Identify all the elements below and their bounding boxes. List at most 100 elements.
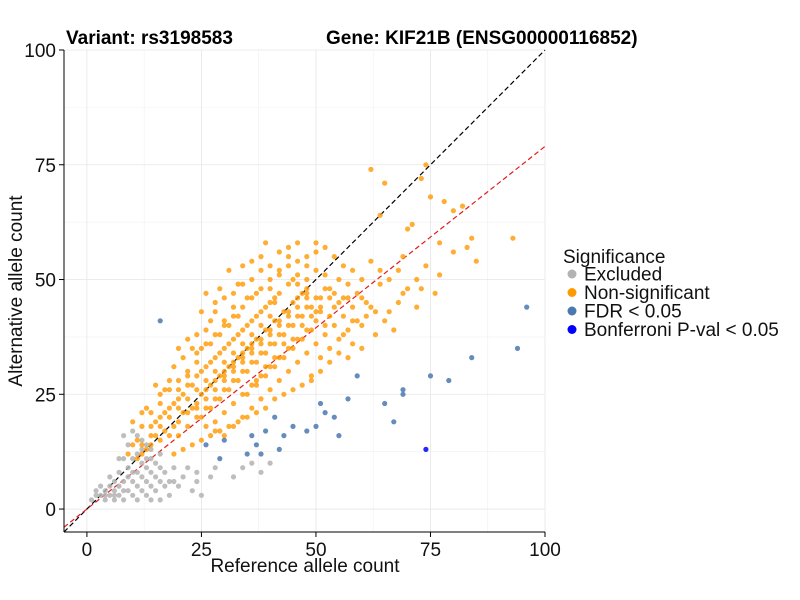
data-point	[313, 423, 319, 429]
data-point	[111, 478, 117, 485]
data-point	[405, 286, 411, 292]
data-point	[139, 474, 145, 480]
data-point	[166, 377, 172, 384]
data-point	[194, 373, 200, 379]
data-point	[139, 423, 145, 429]
data-point	[98, 492, 104, 498]
data-point	[258, 341, 264, 347]
data-point	[107, 492, 113, 498]
data-point	[244, 368, 250, 374]
data-point	[340, 263, 346, 269]
data-point	[313, 318, 319, 324]
data-point	[249, 341, 255, 347]
data-point	[317, 355, 324, 361]
data-point	[290, 345, 296, 351]
data-point	[130, 428, 136, 434]
data-point	[249, 460, 255, 466]
data-point	[336, 433, 342, 439]
data-point	[185, 465, 191, 471]
data-point	[276, 446, 282, 452]
data-point	[180, 446, 186, 452]
data-point	[400, 254, 406, 260]
data-point	[350, 267, 356, 273]
data-point	[345, 281, 351, 287]
data-point	[253, 442, 259, 448]
data-point	[244, 414, 250, 420]
data-point	[226, 364, 232, 370]
data-point	[194, 359, 200, 365]
data-point	[267, 364, 273, 370]
data-point	[134, 437, 140, 443]
data-point	[267, 276, 273, 283]
data-point	[221, 318, 227, 324]
data-point	[368, 304, 374, 310]
chart-title-gene: Gene: KIF21B (ENSG00000116852)	[326, 28, 638, 49]
data-point	[198, 391, 204, 397]
data-point	[272, 355, 278, 361]
data-point	[331, 414, 337, 420]
data-point	[317, 400, 324, 407]
data-point	[299, 382, 305, 388]
data-point	[258, 322, 264, 328]
y-tick-label: 0	[45, 500, 56, 521]
data-point	[258, 396, 264, 402]
data-point	[437, 272, 443, 278]
data-point	[423, 446, 429, 452]
data-point	[240, 368, 246, 374]
data-point	[313, 341, 319, 347]
data-point	[391, 419, 397, 425]
data-point	[208, 318, 214, 324]
data-point	[226, 387, 232, 393]
data-point	[249, 332, 255, 338]
data-point	[107, 474, 113, 480]
data-point	[185, 396, 191, 402]
axes	[63, 50, 545, 533]
data-point	[235, 313, 241, 319]
data-point	[409, 221, 415, 227]
data-point	[230, 304, 237, 310]
data-point	[198, 345, 204, 351]
tick-labels: 0 25 50 75 100 0 25 50 75 100	[24, 41, 561, 561]
grid	[64, 49, 546, 532]
data-point	[244, 451, 250, 457]
data-point	[258, 469, 264, 475]
data-point	[153, 488, 159, 494]
data-point	[139, 442, 145, 448]
data-point	[121, 456, 127, 462]
data-point	[327, 345, 333, 351]
data-point	[235, 281, 241, 287]
data-point	[317, 295, 324, 301]
data-point	[267, 341, 273, 347]
data-point	[198, 492, 204, 498]
data-point	[111, 488, 117, 494]
data-point	[295, 272, 301, 278]
data-point	[208, 474, 214, 480]
data-point	[240, 414, 246, 420]
data-point	[295, 313, 301, 319]
data-point	[194, 400, 200, 407]
data-point	[432, 290, 438, 296]
data-point	[450, 249, 456, 255]
data-point	[185, 373, 191, 379]
data-point	[203, 327, 209, 333]
data-point	[304, 295, 310, 301]
data-point	[249, 359, 255, 365]
data-point	[285, 254, 292, 260]
data-point	[322, 322, 328, 328]
data-point	[272, 299, 278, 306]
data-point	[171, 423, 177, 429]
data-point	[212, 355, 218, 361]
data-point	[263, 350, 269, 356]
data-point	[230, 336, 237, 342]
data-point	[230, 474, 237, 480]
data-point	[217, 332, 223, 338]
data-point	[317, 309, 324, 315]
data-point	[510, 235, 516, 241]
data-point	[212, 309, 218, 315]
data-point	[276, 355, 282, 361]
data-point	[134, 451, 140, 457]
data-point	[148, 442, 154, 448]
data-point	[336, 336, 342, 342]
data-point	[175, 419, 182, 425]
